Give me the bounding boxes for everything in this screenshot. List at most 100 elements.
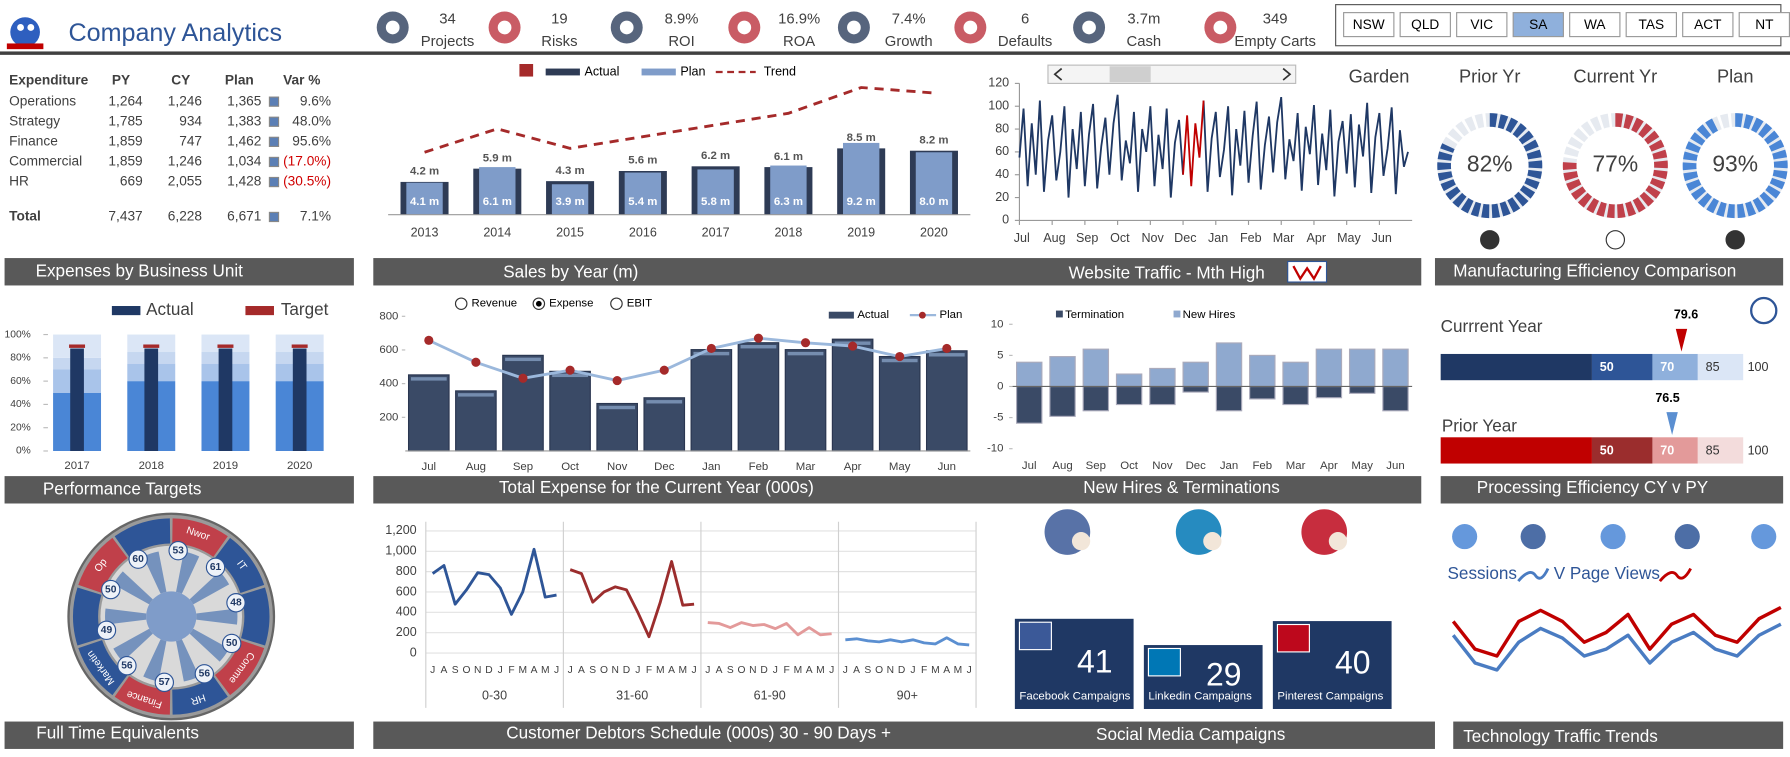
- state-button[interactable]: [1738, 12, 1790, 38]
- state-button[interactable]: [1456, 12, 1508, 38]
- bullet-marker: [1666, 412, 1678, 436]
- bullet-band: [1652, 437, 1698, 464]
- x-tick-label: Sep: [1086, 460, 1106, 472]
- x-tick-label: A: [578, 665, 585, 676]
- x-tick-label: Feb: [749, 461, 769, 473]
- legend-swatch: [1173, 310, 1181, 318]
- x-tick-label: Oct: [1110, 231, 1130, 245]
- state-button[interactable]: [1625, 12, 1677, 38]
- expense-bar: [502, 354, 544, 452]
- x-tick-label: A: [943, 665, 950, 676]
- data-label: 3.9 m: [555, 196, 584, 208]
- badge-icon-mark: [1292, 265, 1322, 281]
- state-button[interactable]: [1512, 12, 1564, 38]
- x-tick-label: Nov: [1152, 460, 1173, 472]
- hire-bar: [1182, 361, 1209, 388]
- state-button-label: ACT: [1694, 17, 1722, 32]
- x-tick-label: A: [806, 665, 813, 676]
- row-icon: [268, 96, 280, 107]
- x-tick-label: N: [474, 665, 481, 676]
- panel-title: Performance Targets: [43, 479, 202, 498]
- debtor-line: [569, 560, 695, 639]
- panel-title: Social Media Campaigns: [1096, 725, 1285, 744]
- social-icon: [1018, 621, 1052, 651]
- y-tick-label: 20: [995, 190, 1009, 204]
- data-label: 5.6 m: [628, 155, 657, 167]
- state-button-label: SA: [1529, 17, 1548, 32]
- x-tick-label: Dec: [1174, 231, 1196, 245]
- y-tick-label: -5: [993, 412, 1003, 424]
- data-label: 6.1 m: [774, 151, 803, 163]
- social-count: 40: [1335, 644, 1371, 680]
- panel-title-bar: [4, 476, 354, 504]
- hire-bar: [1049, 356, 1076, 388]
- x-tick-label: J: [967, 665, 972, 676]
- radio-button[interactable]: [454, 297, 468, 311]
- fte-value: 60: [132, 554, 144, 565]
- table-cell: 95.6%: [292, 133, 331, 148]
- y-tick-label: -10: [987, 443, 1004, 455]
- panel-title: Total Expense for the Current Year (000s…: [499, 478, 814, 497]
- expense-bar: [737, 342, 780, 452]
- table-cell: 1,428: [227, 174, 262, 189]
- table-cell: 1,264: [108, 93, 143, 108]
- fte-value: 57: [159, 677, 171, 688]
- radio-button[interactable]: [610, 297, 623, 311]
- social-mascot-face: [1328, 532, 1348, 551]
- table-cell: 1,785: [108, 113, 143, 128]
- x-tick-label: Oct: [561, 461, 580, 473]
- y-tick-label: 0: [410, 645, 417, 659]
- donut-value: 77%: [1592, 151, 1638, 177]
- social-mascot-face: [1203, 532, 1222, 551]
- x-tick-label: M: [954, 665, 963, 676]
- tech-icon: [1674, 524, 1700, 550]
- state-button[interactable]: [1682, 12, 1734, 38]
- fte-value-badge: [117, 656, 137, 676]
- y-tick-label: 600: [379, 344, 398, 356]
- table-cell: Commercial: [9, 154, 82, 169]
- plan-bar: [624, 172, 662, 215]
- gear-tooth: [189, 571, 230, 605]
- panel-title: Sales by Year (m): [503, 262, 638, 281]
- fte-value-badge: [101, 579, 121, 600]
- social-count: 41: [1077, 643, 1113, 679]
- target-band: [127, 334, 176, 353]
- y-tick-label: 0%: [16, 446, 31, 457]
- data-label: 4.2 m: [410, 166, 439, 178]
- state-button[interactable]: [1343, 12, 1395, 38]
- y-tick-label: 800: [379, 310, 398, 322]
- legend-icon: [519, 63, 534, 77]
- table-cell: 6,671: [227, 209, 261, 224]
- debtor-line: [707, 621, 832, 637]
- x-tick-label: N: [749, 665, 756, 676]
- kpi-label: Defaults: [998, 34, 1052, 50]
- plan-point: [848, 341, 858, 351]
- panel-title: Full Time Equivalents: [36, 724, 199, 743]
- kpi-label: ROI: [668, 34, 694, 50]
- expense-bar: [643, 397, 686, 452]
- traffic-line: [1182, 100, 1205, 187]
- kpi-icon-core: [1213, 20, 1228, 35]
- x-tick-label: 2013: [411, 225, 439, 239]
- fte-segment: [114, 676, 171, 715]
- state-button[interactable]: [1569, 12, 1621, 38]
- x-tick-label: D: [760, 665, 767, 676]
- x-tick-label: May: [889, 461, 911, 473]
- legend-label: Actual: [146, 300, 194, 319]
- gear-tooth: [143, 551, 167, 594]
- legend-label: V Page Views: [1554, 564, 1660, 583]
- x-tick-label: Sep: [1076, 231, 1098, 245]
- y-tick-label: 200: [379, 411, 398, 423]
- state-button[interactable]: [1399, 12, 1451, 38]
- x-tick-label: Jun: [1372, 231, 1392, 245]
- donut-arc: [1562, 113, 1668, 219]
- plan-point: [659, 365, 669, 375]
- x-tick-label: O: [462, 665, 470, 676]
- header-rule: [0, 51, 1790, 55]
- x-tick-label: Aug: [1052, 460, 1072, 472]
- panel-title-bar: [373, 476, 1422, 504]
- social-mascot-face: [1071, 532, 1091, 551]
- bar-shine: [740, 345, 777, 349]
- hire-bar: [1348, 348, 1376, 388]
